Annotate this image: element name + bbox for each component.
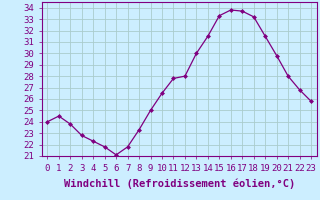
X-axis label: Windchill (Refroidissement éolien,°C): Windchill (Refroidissement éolien,°C)	[64, 178, 295, 189]
